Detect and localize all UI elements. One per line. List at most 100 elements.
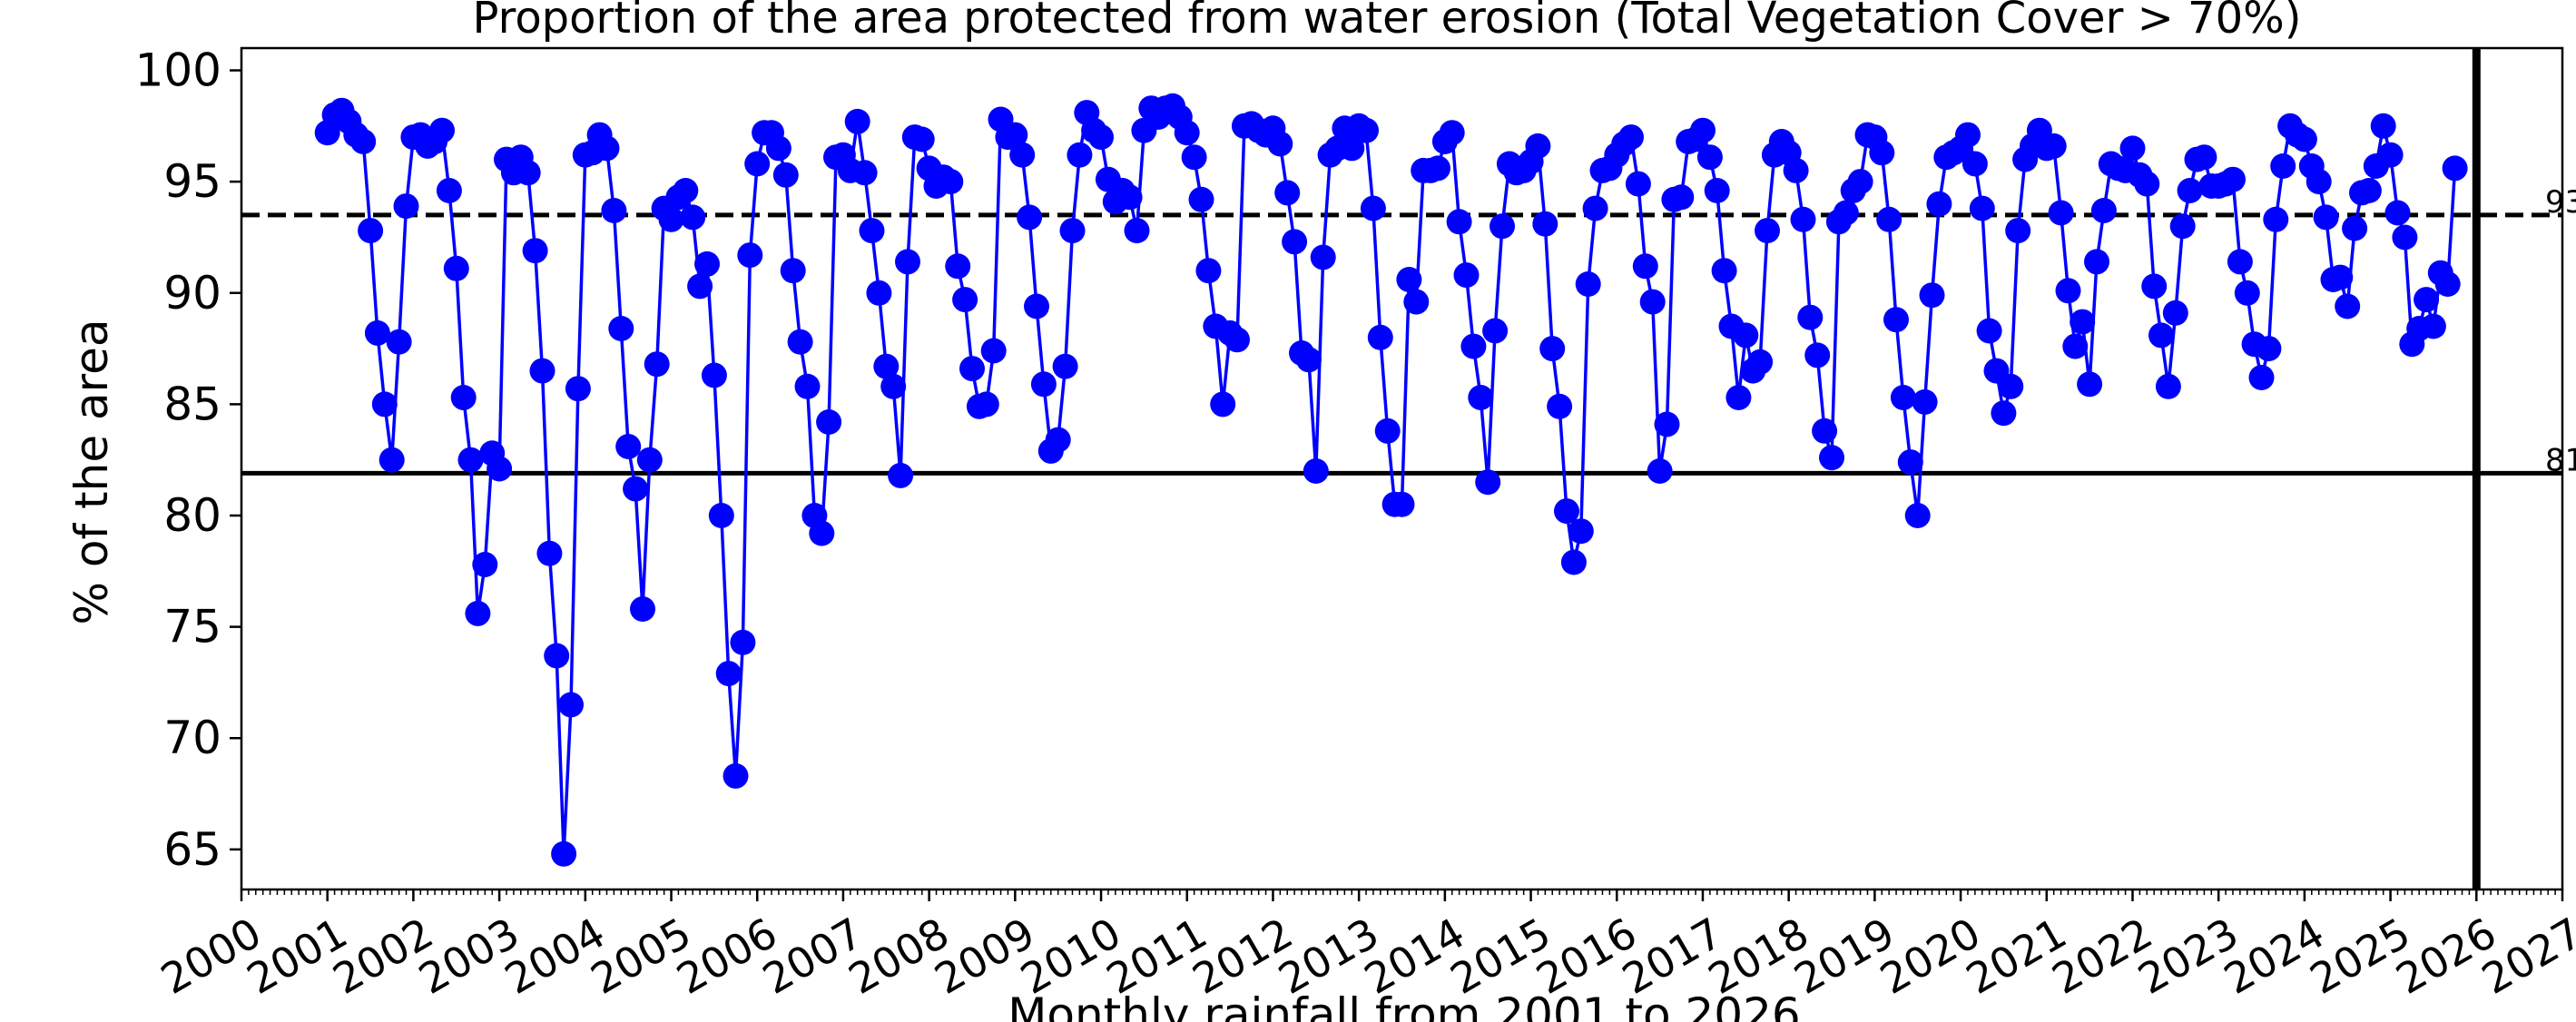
y-tick-label: 95	[163, 155, 221, 208]
data-point	[1575, 271, 1601, 297]
data-point	[1883, 307, 1909, 333]
data-point	[1919, 282, 1945, 309]
data-point	[386, 329, 412, 355]
data-point	[952, 287, 978, 313]
data-point	[1367, 324, 1393, 350]
data-point	[2342, 215, 2368, 241]
y-tick-label: 65	[163, 823, 221, 876]
data-point	[980, 338, 1007, 364]
data-point	[2327, 264, 2354, 290]
data-point	[1396, 267, 1422, 292]
data-point	[844, 108, 870, 134]
data-point	[1696, 144, 1723, 171]
data-point	[1174, 120, 1200, 146]
data-point	[1453, 262, 1480, 289]
data-point	[1446, 209, 1472, 235]
data-point	[873, 353, 900, 379]
data-point	[429, 117, 455, 143]
data-point	[2270, 153, 2296, 179]
data-point	[1374, 418, 1401, 444]
data-point	[1668, 184, 1695, 211]
data-point	[2119, 135, 2146, 162]
data-point	[1532, 211, 1558, 237]
data-point	[938, 169, 964, 195]
data-point	[973, 391, 999, 418]
data-point	[472, 552, 498, 577]
data-point	[594, 135, 620, 162]
data-point	[1625, 171, 1651, 197]
data-point	[2162, 300, 2188, 326]
y-tick-label: 100	[135, 44, 221, 97]
data-point	[551, 840, 577, 867]
data-point	[1998, 373, 2024, 399]
data-point	[780, 258, 806, 284]
data-point	[2040, 133, 2067, 159]
data-point	[2248, 365, 2275, 390]
data-point	[687, 273, 713, 300]
data-point	[1804, 342, 1831, 369]
data-point	[2256, 336, 2282, 362]
data-point	[1024, 293, 1049, 319]
data-point	[744, 151, 771, 177]
x-tick-label: 2027	[2473, 909, 2576, 1004]
data-point	[436, 178, 462, 203]
data-point	[1059, 218, 1086, 244]
y-ticks: 65 70 75 80 85 90 95 100	[135, 44, 241, 876]
data-point	[2377, 142, 2404, 168]
data-point	[2055, 278, 2081, 304]
data-point	[1976, 318, 2002, 344]
data-point	[1439, 120, 1465, 146]
data-point	[715, 661, 742, 687]
data-point	[680, 204, 706, 231]
data-point	[1353, 117, 1379, 143]
data-point	[515, 160, 541, 186]
data-point	[809, 520, 835, 546]
data-point	[1490, 213, 1515, 240]
data-point	[1482, 318, 1509, 344]
data-point	[544, 643, 570, 669]
data-point	[2090, 198, 2117, 223]
data-point	[2313, 204, 2339, 231]
x-axis-label: Monthly rainfall from 2001 to 2026	[1008, 988, 1801, 1022]
data-point	[851, 160, 878, 186]
data-point	[1582, 195, 1608, 221]
data-point	[2392, 224, 2418, 251]
data-point	[1632, 253, 1658, 280]
data-point	[1267, 131, 1293, 157]
y-tick-label: 85	[163, 378, 221, 430]
data-point	[1017, 204, 1043, 231]
data-point	[1955, 122, 1981, 148]
data-point	[1568, 518, 1594, 545]
data-point	[1847, 169, 1873, 195]
data-point	[2169, 213, 2196, 240]
data-point	[1991, 400, 2017, 427]
data-point	[1647, 458, 1673, 484]
data-point	[895, 249, 920, 275]
data-point	[1030, 371, 1057, 398]
data-point	[371, 391, 398, 418]
data-point	[2370, 113, 2396, 139]
data-point	[2048, 200, 2074, 226]
data-point	[866, 280, 892, 306]
data-point	[2077, 371, 2103, 398]
data-point	[1969, 195, 1995, 221]
data-point	[1475, 469, 1501, 496]
data-point	[1783, 157, 1809, 183]
data-point	[1224, 327, 1250, 353]
data-point	[880, 373, 907, 399]
data-point	[364, 319, 390, 346]
chart-title: Proportion of the area protected from wa…	[473, 0, 2302, 44]
data-point	[2414, 287, 2440, 313]
data-point	[644, 351, 670, 378]
data-point	[450, 385, 477, 410]
data-point	[1002, 122, 1028, 148]
data-point	[2084, 249, 2109, 275]
data-point	[1618, 124, 1644, 151]
data-point	[522, 238, 548, 264]
data-point	[859, 218, 885, 244]
data-point	[1468, 385, 1494, 410]
data-point	[1639, 289, 1666, 315]
y-tick-label: 80	[163, 489, 221, 542]
data-point	[1547, 393, 1573, 419]
